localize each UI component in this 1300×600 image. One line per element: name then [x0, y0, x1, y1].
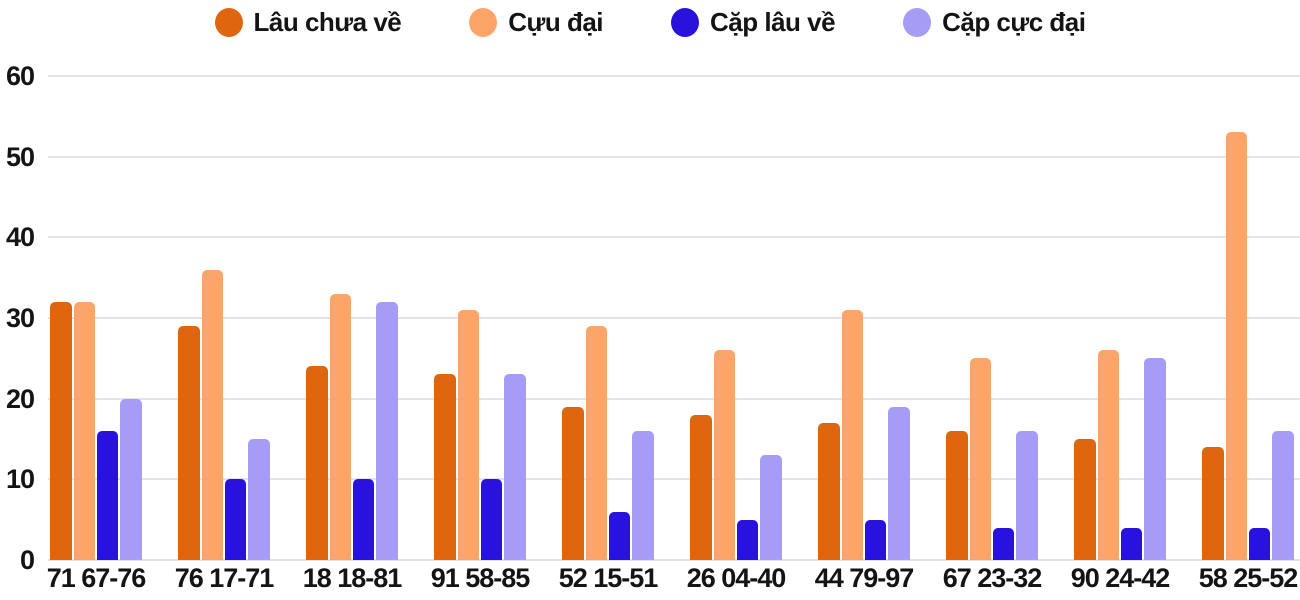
x-axis-category-label: 26 04-40 [686, 563, 787, 593]
bar-series3-group7[interactable] [1016, 430, 1038, 560]
x-axis-category-label: 52 15-51 [558, 563, 659, 593]
bar-series3-group8[interactable] [1144, 358, 1166, 560]
x-axis-category-label: 76 17-71 [174, 563, 275, 593]
bar-series1-group2[interactable] [329, 293, 352, 560]
bar-series2-group0[interactable] [96, 430, 119, 560]
bar-series1-group9[interactable] [1225, 132, 1248, 560]
bar-series1-group8[interactable] [1097, 350, 1120, 560]
gridline [48, 75, 1300, 77]
bar-series1-group6[interactable] [841, 309, 864, 560]
legend-dot-icon [469, 8, 498, 37]
x-axis-category-label: 67 23-32 [942, 563, 1043, 593]
y-axis-tick-label: 40 [5, 222, 35, 253]
chart-legend: Lâu chưa về Cựu đại Cặp lâu về Cặp cực đ… [0, 7, 1300, 38]
y-axis-tick-label: 60 [5, 61, 35, 91]
bar-series2-group6[interactable] [864, 519, 887, 560]
y-axis-tick-label: 20 [5, 383, 35, 414]
legend-label: Cặp cực đại [942, 7, 1086, 37]
y-axis-tick-label: 0 [19, 545, 35, 575]
y-axis-tick-label: 10 [5, 464, 35, 495]
legend-label: Lâu chưa về [253, 7, 402, 37]
bar-series1-group7[interactable] [969, 358, 992, 560]
legend-dot-icon [671, 8, 700, 37]
legend-dot-icon [214, 8, 243, 37]
bar-series0-group9[interactable] [1202, 447, 1224, 560]
bar-series1-group4[interactable] [585, 326, 608, 560]
bar-series1-group1[interactable] [201, 269, 224, 560]
bar-series2-group8[interactable] [1120, 527, 1143, 560]
x-axis-category-label: 90 24-42 [1070, 563, 1171, 593]
bar-series0-group2[interactable] [306, 366, 328, 560]
bar-series1-group5[interactable] [713, 350, 736, 560]
bar-series2-group4[interactable] [608, 511, 631, 560]
legend-dot-icon [903, 8, 932, 37]
bar-series0-group0[interactable] [50, 301, 72, 560]
bar-series3-group1[interactable] [248, 439, 270, 560]
y-axis-tick-label: 50 [5, 141, 35, 172]
gridline [48, 236, 1300, 239]
bar-series0-group5[interactable] [690, 414, 712, 560]
gridline [48, 397, 1300, 400]
bar-series3-group3[interactable] [504, 374, 526, 560]
bar-series3-group4[interactable] [632, 430, 654, 560]
x-axis-category-label: 44 79-97 [814, 563, 915, 593]
y-axis-tick-label: 30 [5, 303, 35, 333]
gridline [48, 317, 1300, 319]
bar-series1-group0[interactable] [73, 301, 96, 560]
x-axis-category-label: 58 25-52 [1198, 563, 1299, 593]
bar-series2-group9[interactable] [1248, 527, 1271, 560]
legend-label: Cặp lâu về [710, 7, 836, 37]
gridline [48, 478, 1300, 481]
legend-item-cuu-dai[interactable]: Cựu đại [469, 7, 604, 38]
bar-series0-group3[interactable] [434, 374, 456, 560]
bar-series2-group7[interactable] [992, 527, 1015, 560]
legend-item-lau-chua-ve[interactable]: Lâu chưa về [214, 7, 402, 38]
bar-series1-group3[interactable] [457, 309, 480, 560]
legend-item-cap-lau-ve[interactable]: Cặp lâu về [671, 7, 836, 38]
gridline [48, 559, 1300, 561]
bar-series2-group5[interactable] [736, 519, 759, 560]
x-axis-category-label: 18 18-81 [302, 563, 403, 593]
bar-series0-group1[interactable] [178, 326, 200, 560]
bar-series3-group9[interactable] [1272, 430, 1294, 560]
bar-series3-group2[interactable] [376, 301, 398, 560]
bar-series2-group2[interactable] [352, 479, 375, 560]
bar-series3-group6[interactable] [888, 406, 910, 560]
legend-item-cap-cuc-dai[interactable]: Cặp cực đại [903, 7, 1086, 38]
x-axis-category-label: 91 58-85 [430, 563, 531, 593]
bar-series2-group3[interactable] [480, 479, 503, 560]
gridline [48, 155, 1300, 158]
legend-label: Cựu đại [508, 7, 604, 37]
bar-series2-group1[interactable] [224, 479, 247, 560]
bar-series0-group8[interactable] [1074, 439, 1096, 560]
bar-series0-group7[interactable] [946, 430, 968, 560]
bar-series3-group0[interactable] [120, 398, 142, 560]
bar-series0-group4[interactable] [562, 406, 584, 560]
x-axis-category-label: 71 67-76 [46, 563, 147, 593]
bar-series0-group6[interactable] [818, 422, 840, 560]
bar-series3-group5[interactable] [760, 455, 782, 560]
